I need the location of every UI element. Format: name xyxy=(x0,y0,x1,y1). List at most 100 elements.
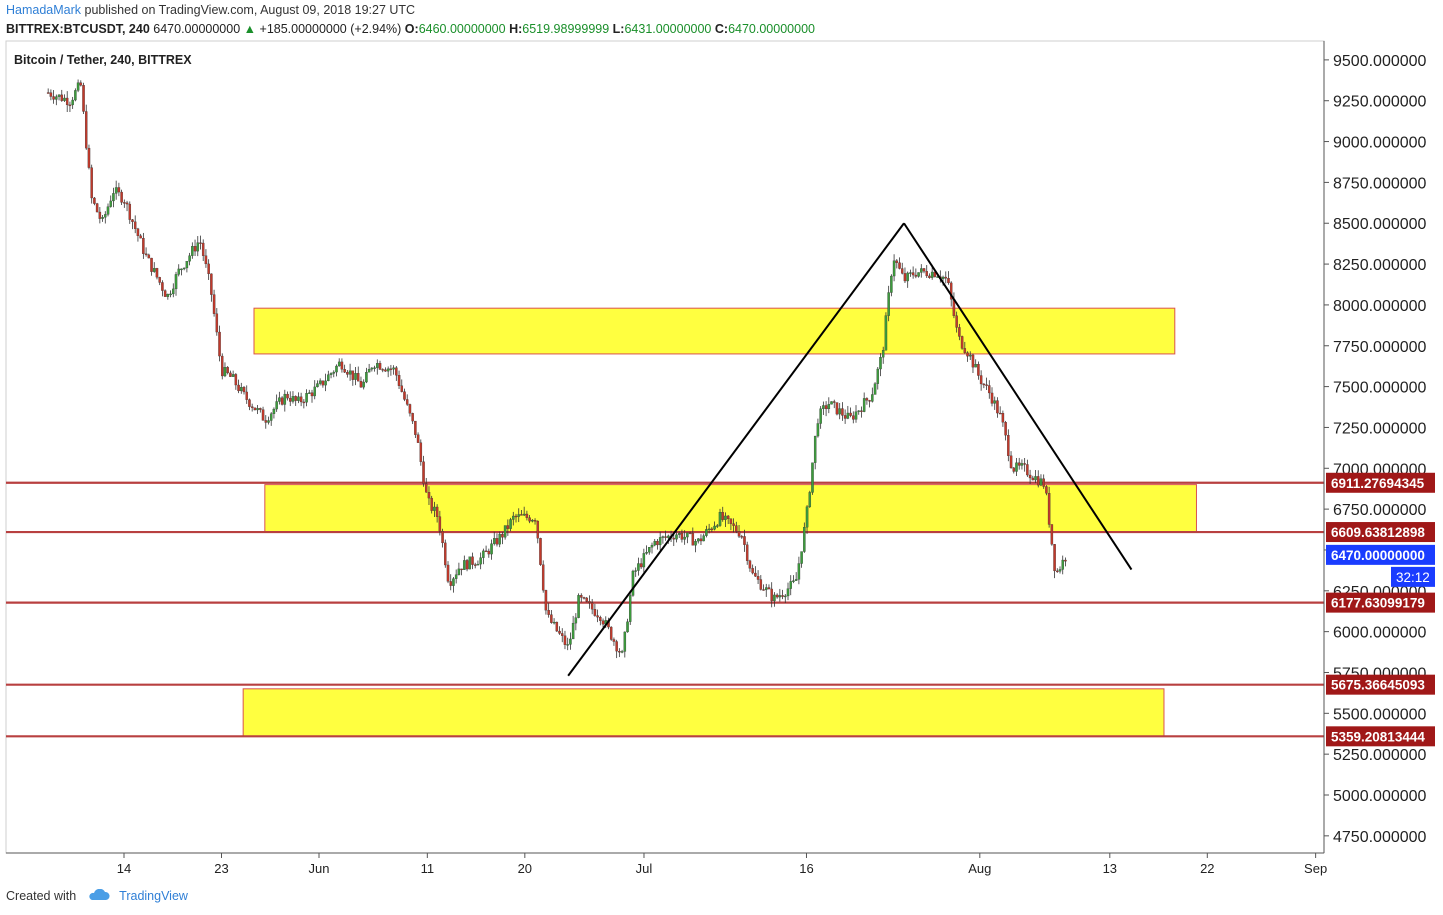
last-price: 6470.00000000 xyxy=(153,22,241,36)
change-up-icon: ▲ xyxy=(243,22,257,36)
candle-up xyxy=(645,552,648,554)
high-label: H: xyxy=(509,22,523,36)
x-tick-label: 11 xyxy=(421,861,435,876)
candle-down xyxy=(960,336,964,349)
candle-up xyxy=(267,420,270,423)
candle-up xyxy=(492,538,496,544)
candle-down xyxy=(218,331,221,357)
candle-down xyxy=(125,202,129,205)
candle-up xyxy=(941,276,945,279)
candle-down xyxy=(321,380,325,386)
candle-up xyxy=(112,193,115,202)
candle-up xyxy=(63,97,66,101)
candle-down xyxy=(612,639,616,642)
candle-down xyxy=(340,361,344,370)
open-label: O: xyxy=(404,22,419,36)
candle-down xyxy=(582,597,586,599)
candle-down xyxy=(424,483,428,493)
candle-up xyxy=(454,574,458,579)
candle-down xyxy=(639,563,643,568)
candle-down xyxy=(128,203,132,220)
candle-up xyxy=(517,514,520,517)
candle-down xyxy=(416,434,420,443)
y-tick-label: 9250.000000 xyxy=(1333,94,1427,111)
candle-up xyxy=(231,374,235,377)
candle-down xyxy=(743,536,746,545)
low-value: 6431.00000000 xyxy=(624,22,712,36)
last-price-label-bg xyxy=(1326,544,1435,565)
x-tick-label: 14 xyxy=(117,861,131,876)
trend-line[interactable] xyxy=(567,222,905,677)
candle-down xyxy=(544,590,548,611)
candle-up xyxy=(327,374,330,382)
x-tick-label: 13 xyxy=(1103,861,1117,876)
candle-down xyxy=(539,538,542,565)
candle-up xyxy=(101,217,104,219)
zone-rect[interactable] xyxy=(242,688,1165,737)
candle-down xyxy=(133,221,137,229)
candle-up xyxy=(577,595,580,618)
candle-down xyxy=(740,536,744,538)
candle-down xyxy=(585,597,588,602)
candle-down xyxy=(558,630,561,634)
candle-up xyxy=(1020,463,1024,466)
candle-down xyxy=(163,290,167,297)
candle-down xyxy=(95,203,99,213)
candle-down xyxy=(541,564,545,591)
candle-down xyxy=(215,313,219,333)
price-axis-bg[interactable] xyxy=(1324,41,1443,853)
candle-down xyxy=(253,407,257,411)
candle-up xyxy=(569,638,572,645)
candle-up xyxy=(240,387,243,392)
x-tick-label: 20 xyxy=(518,861,532,876)
zone-rect[interactable] xyxy=(253,307,1176,355)
candle-up xyxy=(498,533,501,545)
candle-down xyxy=(824,405,828,410)
x-tick-label: 16 xyxy=(799,861,813,876)
candle-down xyxy=(381,369,384,371)
candle-down xyxy=(82,85,85,112)
candle-down xyxy=(699,538,703,542)
candle-up xyxy=(1058,569,1062,572)
author-link[interactable]: HamadaMark xyxy=(6,3,82,17)
candle-down xyxy=(495,538,499,545)
candle-down xyxy=(903,273,907,282)
candle-down xyxy=(911,272,915,276)
candle-up xyxy=(172,288,175,295)
candle-up xyxy=(792,580,795,582)
price-chart[interactable]: 9500.000000 9250.000000 9000.000000 8750.00… xyxy=(0,0,1443,885)
candle-up xyxy=(182,267,186,270)
candle-up xyxy=(724,515,727,520)
candle-down xyxy=(403,391,406,400)
tradingview-link[interactable]: TradingView xyxy=(119,889,188,903)
candle-up xyxy=(166,294,170,297)
candle-up xyxy=(316,383,319,388)
candle-down xyxy=(68,104,72,107)
candle-up xyxy=(876,368,880,384)
y-tick-label: 9000.000000 xyxy=(1333,135,1427,152)
candle-down xyxy=(971,354,975,368)
candle-up xyxy=(634,570,637,572)
candle-down xyxy=(1028,474,1032,479)
candle-up xyxy=(188,255,191,262)
candle-down xyxy=(1042,478,1045,487)
candle-down xyxy=(1031,477,1035,481)
candle-up xyxy=(803,527,806,552)
candle-up xyxy=(324,380,327,386)
y-tick-label: 6750.000000 xyxy=(1333,502,1427,519)
candle-down xyxy=(688,532,692,534)
candle-up xyxy=(278,397,281,402)
candle-down xyxy=(93,197,96,204)
trend-line[interactable] xyxy=(903,222,1133,571)
candle-down xyxy=(193,246,197,252)
candle-up xyxy=(365,372,368,383)
candle-up xyxy=(104,214,107,218)
candle-down xyxy=(895,260,899,263)
level-price-label-bg xyxy=(1326,522,1435,543)
candle-up xyxy=(890,275,893,293)
candle-down xyxy=(487,550,491,555)
candle-up xyxy=(566,644,569,646)
candle-down xyxy=(1001,413,1005,423)
candle-down xyxy=(1007,435,1010,456)
candle-down xyxy=(473,564,477,566)
